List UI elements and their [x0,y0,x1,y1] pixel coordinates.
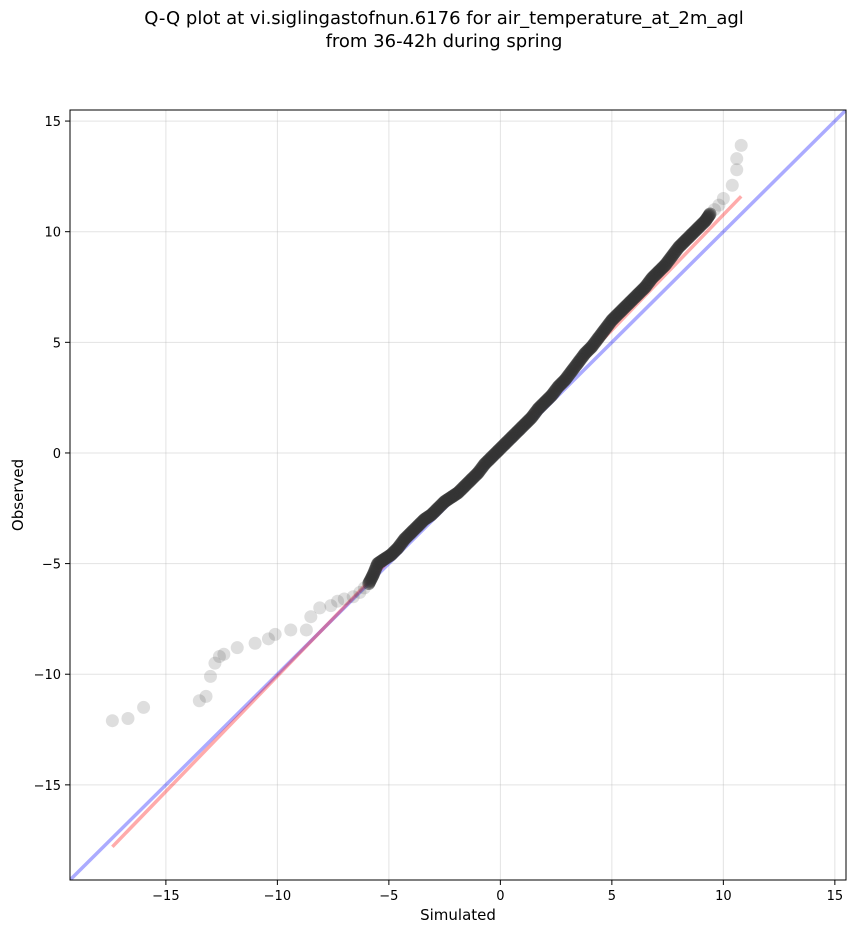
chart-title-line-1: Q-Q plot at vi.siglingastofnun.6176 for … [144,8,744,29]
y-tick-label: 0 [53,447,61,462]
y-tick-label: 10 [44,226,61,241]
x-tick-label: −10 [264,889,291,904]
y-tick-label: −15 [34,779,61,794]
data-point [248,636,262,650]
x-tick-label: −15 [152,889,179,904]
data-point [121,711,135,725]
data-point [716,192,730,206]
x-tick-label: 15 [827,889,844,904]
y-tick-label: 15 [44,115,61,130]
data-point [324,599,338,613]
chart-title-line-2: from 36-42h during spring [325,31,563,52]
data-point [337,592,351,606]
x-tick-label: 5 [608,889,616,904]
data-point [353,585,367,599]
grid [70,110,846,880]
data-point [304,610,318,624]
x-axis-ticks: −15 −10 −5 0 5 10 15 [152,880,843,904]
data-point [192,694,206,708]
y-tick-label: −5 [42,558,61,573]
data-point [313,601,327,615]
data-point [203,669,217,683]
x-tick-label: 0 [496,889,504,904]
data-point [299,623,313,637]
data-point [208,656,222,670]
data-points [105,138,748,728]
data-point [212,650,226,664]
data-point [261,632,275,646]
data-point [105,714,119,728]
data-point [734,138,748,152]
data-point [284,623,298,637]
x-tick-label: −5 [379,889,398,904]
data-point [268,627,282,641]
y-tick-label: −10 [34,668,61,683]
data-point [346,590,360,604]
data-point [702,208,716,222]
data-point [137,700,151,714]
data-point [725,178,739,192]
x-tick-label: 10 [715,889,732,904]
data-point [331,594,345,608]
chart-title: Q-Q plot at vi.siglingastofnun.6176 for … [0,7,854,53]
x-axis-label: Simulated [420,906,496,924]
plot-frame [69,109,847,881]
y-axis-ticks: −15 −10 −5 0 5 10 15 [34,115,70,794]
data-point [199,689,213,703]
data-point [730,152,744,166]
data-point [712,198,726,212]
data-point [217,647,231,661]
data-point [230,641,244,655]
y-tick-label: 5 [53,336,61,351]
y-axis-label: Observed [9,459,27,531]
data-point [730,163,744,177]
